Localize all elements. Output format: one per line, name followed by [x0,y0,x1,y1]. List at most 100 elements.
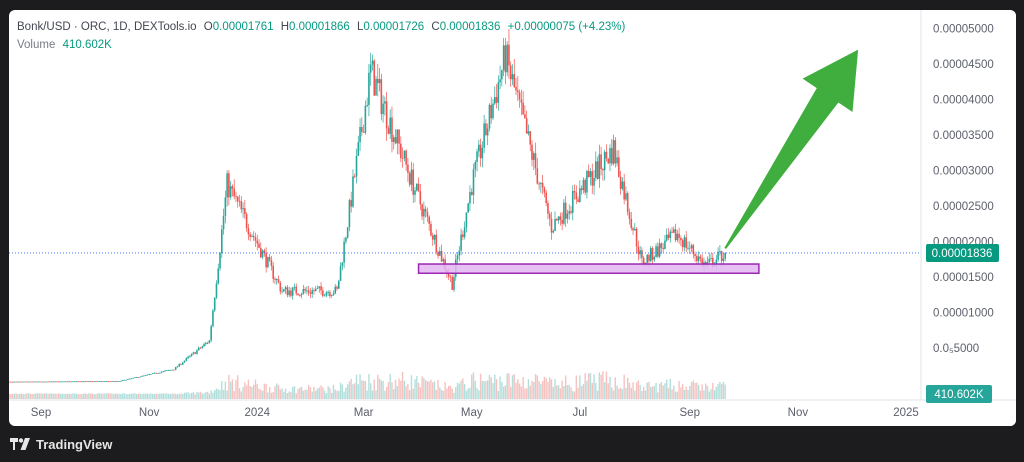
candle-body [724,252,727,259]
candle-body [104,381,106,383]
candle-body [669,231,672,239]
candle-body [38,381,41,383]
volume-bar [662,385,664,399]
price-tick-label: 0.00001000 [933,307,994,319]
volume-bar [56,393,58,399]
candle-body [345,237,347,242]
volume-bar [642,386,645,399]
volume-bar [486,380,489,399]
legend-volume-label[interactable]: Volume [17,39,56,51]
volume-bar [706,385,709,399]
volume-bar [495,379,498,399]
volume-bar [639,384,641,399]
candle-body [430,223,432,236]
time-tick-label: 2024 [244,407,270,419]
volume-bar [354,383,356,399]
volume-bar [63,394,65,399]
volume-bar [260,389,262,399]
volume-bar [304,389,306,399]
candle-body [440,251,443,262]
candle-body [593,177,595,186]
volume-bar [644,390,647,399]
volume-bar [689,386,691,399]
price-tick-label: 0.00002500 [933,201,994,213]
price-tick-label: 0.00003000 [933,165,994,177]
volume-bar [169,394,172,399]
volume-bar [268,387,271,399]
candle-body [102,381,104,382]
volume-bar [694,382,696,399]
time-tick-label: Nov [788,407,809,419]
volume-bar [162,393,165,399]
candle-body [33,381,35,383]
candle-body [373,60,376,96]
volume-bar [460,380,462,399]
volume-bar [297,388,299,399]
legend-symbol[interactable]: Bonk/USD · ORC, 1D, DEXTools.io [17,21,197,33]
volume-bar [43,393,46,399]
candle-body [332,293,335,296]
candle-body [369,64,372,73]
candle-body [536,168,539,184]
candle-body [20,381,23,383]
volume-bar [330,392,333,399]
volume-bar [77,394,79,399]
candle-body [265,252,267,268]
volume-bar [494,374,496,399]
candle-body [95,381,97,383]
volume-bar [222,389,225,399]
volume-bar [612,390,615,399]
volume-bar [446,388,448,399]
volume-bar [499,376,501,399]
volume-bar [506,373,508,399]
volume-bar [414,379,416,399]
candle-body [722,258,725,262]
volume-bar [634,390,636,399]
volume-bar [439,387,441,399]
chart-canvas[interactable]: 0.0₅50000.000010000.000015000.000020000.… [9,10,1016,426]
candle-body [506,44,508,73]
volume-bar [242,386,244,399]
candle-body [45,381,48,383]
volume-bar [36,393,39,399]
candle-body [252,235,255,238]
volume-bar [104,393,106,399]
candle-body [488,104,491,129]
volume-bar [511,375,514,399]
volume-bar [190,392,193,399]
candle-body [414,190,416,195]
candle-body [88,381,90,383]
volume-bar [123,393,126,399]
candle-body [242,208,244,210]
candle-body [166,370,168,371]
volume-bar [401,371,404,399]
volume-bar [128,394,131,399]
volume-bar [572,391,574,399]
legend-high: 0.00001866 [289,21,350,33]
volume-bar [146,393,149,399]
candle-body [603,151,606,171]
volume-bar [586,380,588,399]
candle-body [162,371,165,372]
candle-body [579,188,581,202]
candle-body [128,378,131,380]
candle-body [75,381,78,383]
candle-body [15,381,17,383]
volume-bar [359,374,361,399]
candle-body [284,287,287,290]
volume-bar [362,380,365,399]
candle-body [300,293,303,296]
candle-body [400,143,402,159]
volume-bar [547,381,549,399]
volume-bar [84,393,87,399]
volume-bar [440,389,443,399]
candle-body [625,193,627,200]
legend-l-label: L [357,21,364,33]
candle-body [105,381,108,382]
volume-bar [29,393,32,399]
volume-bar [276,383,278,399]
candle-body [407,164,409,173]
candle-body [678,233,680,238]
volume-bar [653,385,655,399]
volume-bar [20,393,23,399]
